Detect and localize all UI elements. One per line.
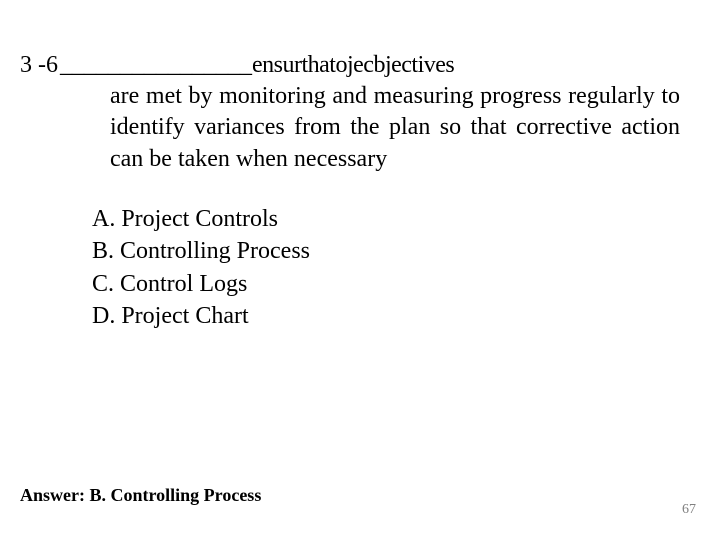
options-list: A. Project Controls B. Controlling Proce… [92, 203, 680, 333]
option-c: C. Control Logs [92, 268, 680, 300]
option-b: B. Controlling Process [92, 235, 680, 267]
answer-label: Answer: B. Controlling Process [20, 485, 261, 506]
slide-container: 3 -6 ________________ensurthatojecbjecti… [0, 0, 720, 540]
question-first-line: ________________ensurthatojecbjectives [60, 50, 680, 81]
blank-line: ________________ [60, 50, 252, 81]
page-number: 67 [682, 502, 696, 518]
option-a: A. Project Controls [92, 203, 680, 235]
question-rest: are met by monitoring and measuring prog… [110, 81, 680, 175]
question-number: 3 -6 [20, 50, 58, 81]
mashed-text: ensurthatojecbjectives [252, 52, 454, 78]
question-block: 3 -6 ________________ensurthatojecbjecti… [20, 50, 680, 175]
option-d: D. Project Chart [92, 300, 680, 332]
question-body: ________________ensurthatojecbjectives a… [58, 50, 680, 175]
